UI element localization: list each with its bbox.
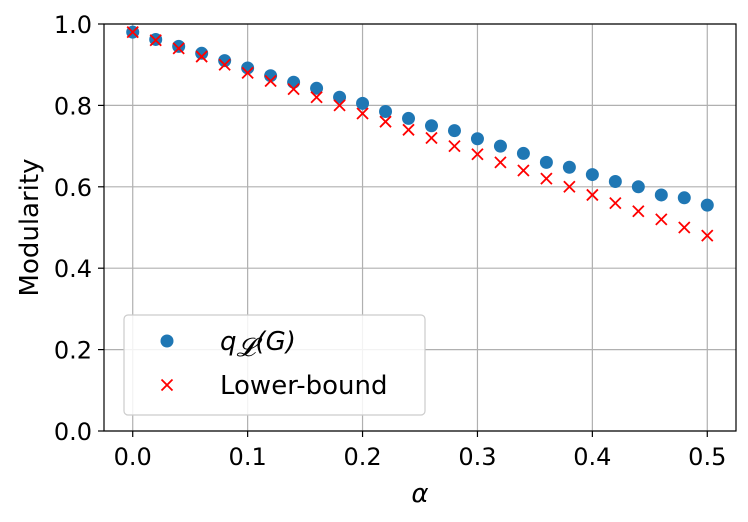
legend-x-marker xyxy=(160,378,174,392)
legend-box xyxy=(123,314,426,416)
lower-bound-point xyxy=(333,99,346,112)
y-tick-label: 0.8 xyxy=(54,92,92,120)
data-marks xyxy=(126,25,714,242)
q-point xyxy=(172,39,186,53)
q-point xyxy=(241,61,255,75)
lower-bound-point xyxy=(563,180,576,193)
legend-label-lower-bound: Lower-bound xyxy=(220,371,387,401)
legend: q𝓛(G) Lower-bound xyxy=(123,314,426,416)
lower-bound-point xyxy=(632,205,645,218)
lower-bound-point xyxy=(149,34,162,47)
lower-bound-point xyxy=(609,196,622,210)
q-point xyxy=(356,96,370,110)
legend-q-main: q xyxy=(220,327,237,357)
lower-bound-point xyxy=(379,115,392,128)
lower-bound-point xyxy=(402,123,415,136)
q-point xyxy=(218,54,232,68)
x-tick-label: 0.1 xyxy=(229,443,267,471)
lower-bound-point xyxy=(425,131,438,145)
lower-bound-point xyxy=(701,229,714,242)
q-point xyxy=(677,191,691,205)
lower-bound-point xyxy=(540,172,553,185)
lower-bound-point xyxy=(218,58,231,71)
q-point xyxy=(539,155,553,169)
q-point xyxy=(493,139,507,153)
legend-circle xyxy=(160,334,174,348)
q-point xyxy=(654,188,668,202)
x-tick-label: 0.5 xyxy=(688,443,726,471)
q-point xyxy=(195,46,209,60)
q-point xyxy=(470,132,484,146)
y-tick-label: 0.6 xyxy=(54,174,92,202)
q-point xyxy=(379,105,393,119)
lower-bound-point xyxy=(517,164,530,177)
lower-bound-point xyxy=(287,82,300,96)
plot-frame xyxy=(103,23,737,432)
lower-bound-point xyxy=(471,148,484,161)
legend-q-rest: (G) xyxy=(255,327,295,357)
x-tick-label: 0.0 xyxy=(114,443,152,471)
q-point xyxy=(631,180,645,194)
x-tick-label: 0.2 xyxy=(343,443,381,471)
y-tick-label: 0.4 xyxy=(54,255,92,283)
lower-bound-point xyxy=(310,91,323,104)
y-axis-label: Modularity xyxy=(15,159,45,297)
q-point xyxy=(585,168,599,182)
y-tick-label: 1.0 xyxy=(54,11,92,39)
legend-label-q: q𝓛(G) xyxy=(220,327,296,363)
q-point xyxy=(516,146,530,160)
q-point xyxy=(562,160,576,174)
q-point xyxy=(447,124,461,138)
q-point xyxy=(310,81,324,95)
q-point xyxy=(287,75,301,89)
axis-ticks: 0.0 0.1 0.2 0.3 0.4 0.5 0.0 0.2 0.4 0.6 0.8 1.0 xyxy=(54,11,727,471)
x-axis-label: α xyxy=(411,479,428,509)
lower-bound-point xyxy=(172,42,185,55)
legend-circle-marker xyxy=(160,334,174,348)
lower-bound-point xyxy=(655,213,668,226)
lower-bound-point xyxy=(356,107,369,120)
lower-bound-point xyxy=(241,66,254,79)
q-point xyxy=(333,90,347,104)
lower-bound-point xyxy=(195,50,208,63)
q-point xyxy=(424,119,438,133)
lower-bound-point xyxy=(448,139,461,153)
legend-cross xyxy=(160,378,174,392)
x-tick-label: 0.3 xyxy=(458,443,496,471)
q-point xyxy=(402,111,416,125)
lower-bound-point xyxy=(494,156,507,169)
q-point xyxy=(608,175,622,189)
q-point xyxy=(700,198,714,212)
y-tick-label: 0.2 xyxy=(54,337,92,365)
lower-bound-point xyxy=(586,188,599,202)
y-tick-label: 0.0 xyxy=(54,418,92,446)
lower-bound-point xyxy=(126,26,139,39)
lower-bound-point xyxy=(264,74,277,88)
x-tick-label: 0.4 xyxy=(573,443,611,471)
lower-bound-point xyxy=(678,221,691,234)
